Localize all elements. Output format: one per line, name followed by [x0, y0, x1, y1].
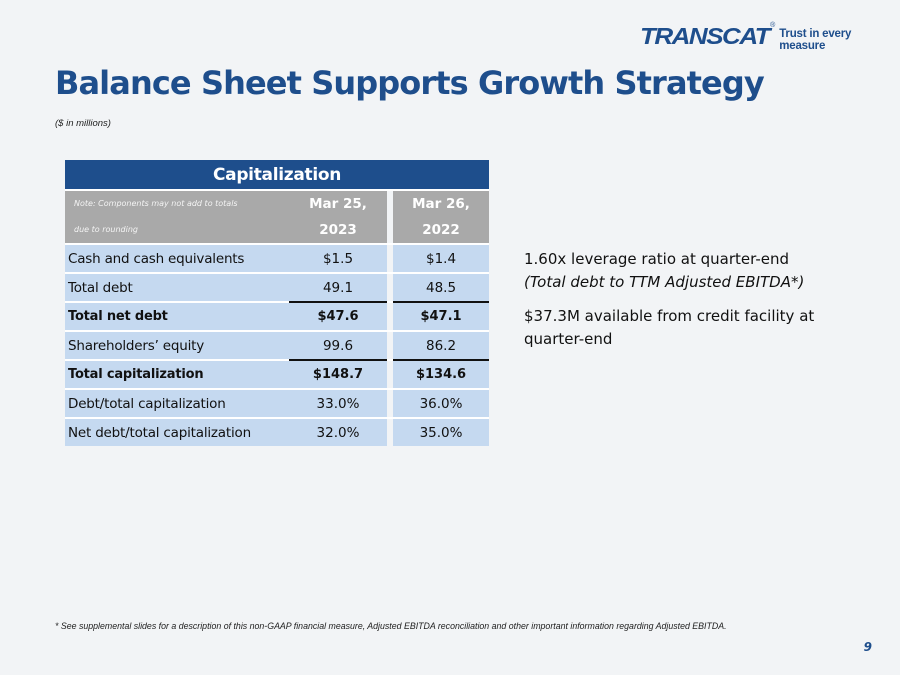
column-gap — [387, 330, 393, 359]
column-header-2022: Mar 26, 2022 — [393, 189, 490, 243]
column-gap — [387, 388, 393, 417]
column-gap — [387, 417, 393, 446]
logo-tagline: Trust in every measure — [779, 28, 852, 52]
column-header-2022-date: Mar 26, — [412, 196, 470, 212]
row-value-2022: $47.1 — [393, 301, 490, 330]
column-gap — [387, 301, 393, 330]
row-value-2023: 99.6 — [289, 330, 387, 359]
row-value-2022: 48.5 — [393, 272, 490, 301]
row-value-2022: 86.2 — [393, 330, 490, 359]
column-gap — [387, 359, 393, 388]
logo-wordmark: TRANSCAT — [640, 22, 771, 50]
page-number: 9 — [863, 640, 872, 654]
table-row: Cash and cash equivalents $1.5 $1.4 — [65, 243, 490, 272]
table-title: Capitalization — [65, 160, 490, 189]
row-value-2022: 35.0% — [393, 417, 490, 446]
page-title: Balance Sheet Supports Growth Strategy — [55, 64, 765, 102]
row-value-2023: 33.0% — [289, 388, 387, 417]
row-value-2022: $1.4 — [393, 243, 490, 272]
table-header-row: Note: Components may not add to totals d… — [65, 189, 490, 243]
leverage-ratio-text: 1.60x leverage ratio at quarter-end — [524, 250, 789, 268]
row-label: Cash and cash equivalents — [65, 243, 289, 272]
rounding-note-line1: Note: Components may not add to totals — [74, 199, 238, 208]
row-value-2023: $1.5 — [289, 243, 387, 272]
row-value-2023: 32.0% — [289, 417, 387, 446]
row-value-2022: 36.0% — [393, 388, 490, 417]
table-row: Shareholders’ equity 99.6 86.2 — [65, 330, 490, 359]
row-value-2023: $47.6 — [289, 301, 387, 330]
table-row: Net debt/total capitalization 32.0% 35.0… — [65, 417, 490, 446]
table-row: Debt/total capitalization 33.0% 36.0% — [65, 388, 490, 417]
row-label: Total capitalization — [65, 359, 289, 388]
capitalization-table: Capitalization Note: Components may not … — [65, 160, 490, 446]
row-label: Shareholders’ equity — [65, 330, 289, 359]
credit-facility-text: $37.3M available from credit facility at… — [524, 307, 815, 348]
row-value-2023: $148.7 — [289, 359, 387, 388]
row-label: Total net debt — [65, 301, 289, 330]
table-row: Total net debt $47.6 $47.1 — [65, 301, 490, 330]
row-label: Net debt/total capitalization — [65, 417, 289, 446]
column-gap — [387, 189, 393, 243]
column-gap — [387, 272, 393, 301]
row-label: Total debt — [65, 272, 289, 301]
rounding-note: Note: Components may not add to totals d… — [65, 189, 289, 243]
units-subtitle: ($ in millions) — [55, 118, 111, 129]
rounding-note-line2: due to rounding — [74, 225, 138, 234]
highlights-panel: 1.60x leverage ratio at quarter-end (Tot… — [524, 248, 854, 362]
row-value-2023: 49.1 — [289, 272, 387, 301]
column-header-2023: Mar 25, 2023 — [289, 189, 387, 243]
table-row: Total capitalization $148.7 $134.6 — [65, 359, 490, 388]
column-header-2023-date: Mar 25, — [309, 196, 367, 212]
table-row: Total debt 49.1 48.5 — [65, 272, 490, 301]
column-header-2022-year: 2022 — [422, 222, 460, 238]
leverage-definition-text: (Total debt to TTM Adjusted EBITDA*) — [524, 273, 805, 291]
column-gap — [387, 243, 393, 272]
column-header-2023-year: 2023 — [319, 222, 357, 238]
row-value-2022: $134.6 — [393, 359, 490, 388]
transcat-logo: TRANSCAT ® Trust in every measure — [640, 20, 900, 52]
logo-registered-mark: ® — [770, 22, 776, 29]
footnote: * See supplemental slides for a descript… — [55, 621, 727, 631]
leverage-paragraph: 1.60x leverage ratio at quarter-end (Tot… — [524, 248, 854, 294]
row-label: Debt/total capitalization — [65, 388, 289, 417]
